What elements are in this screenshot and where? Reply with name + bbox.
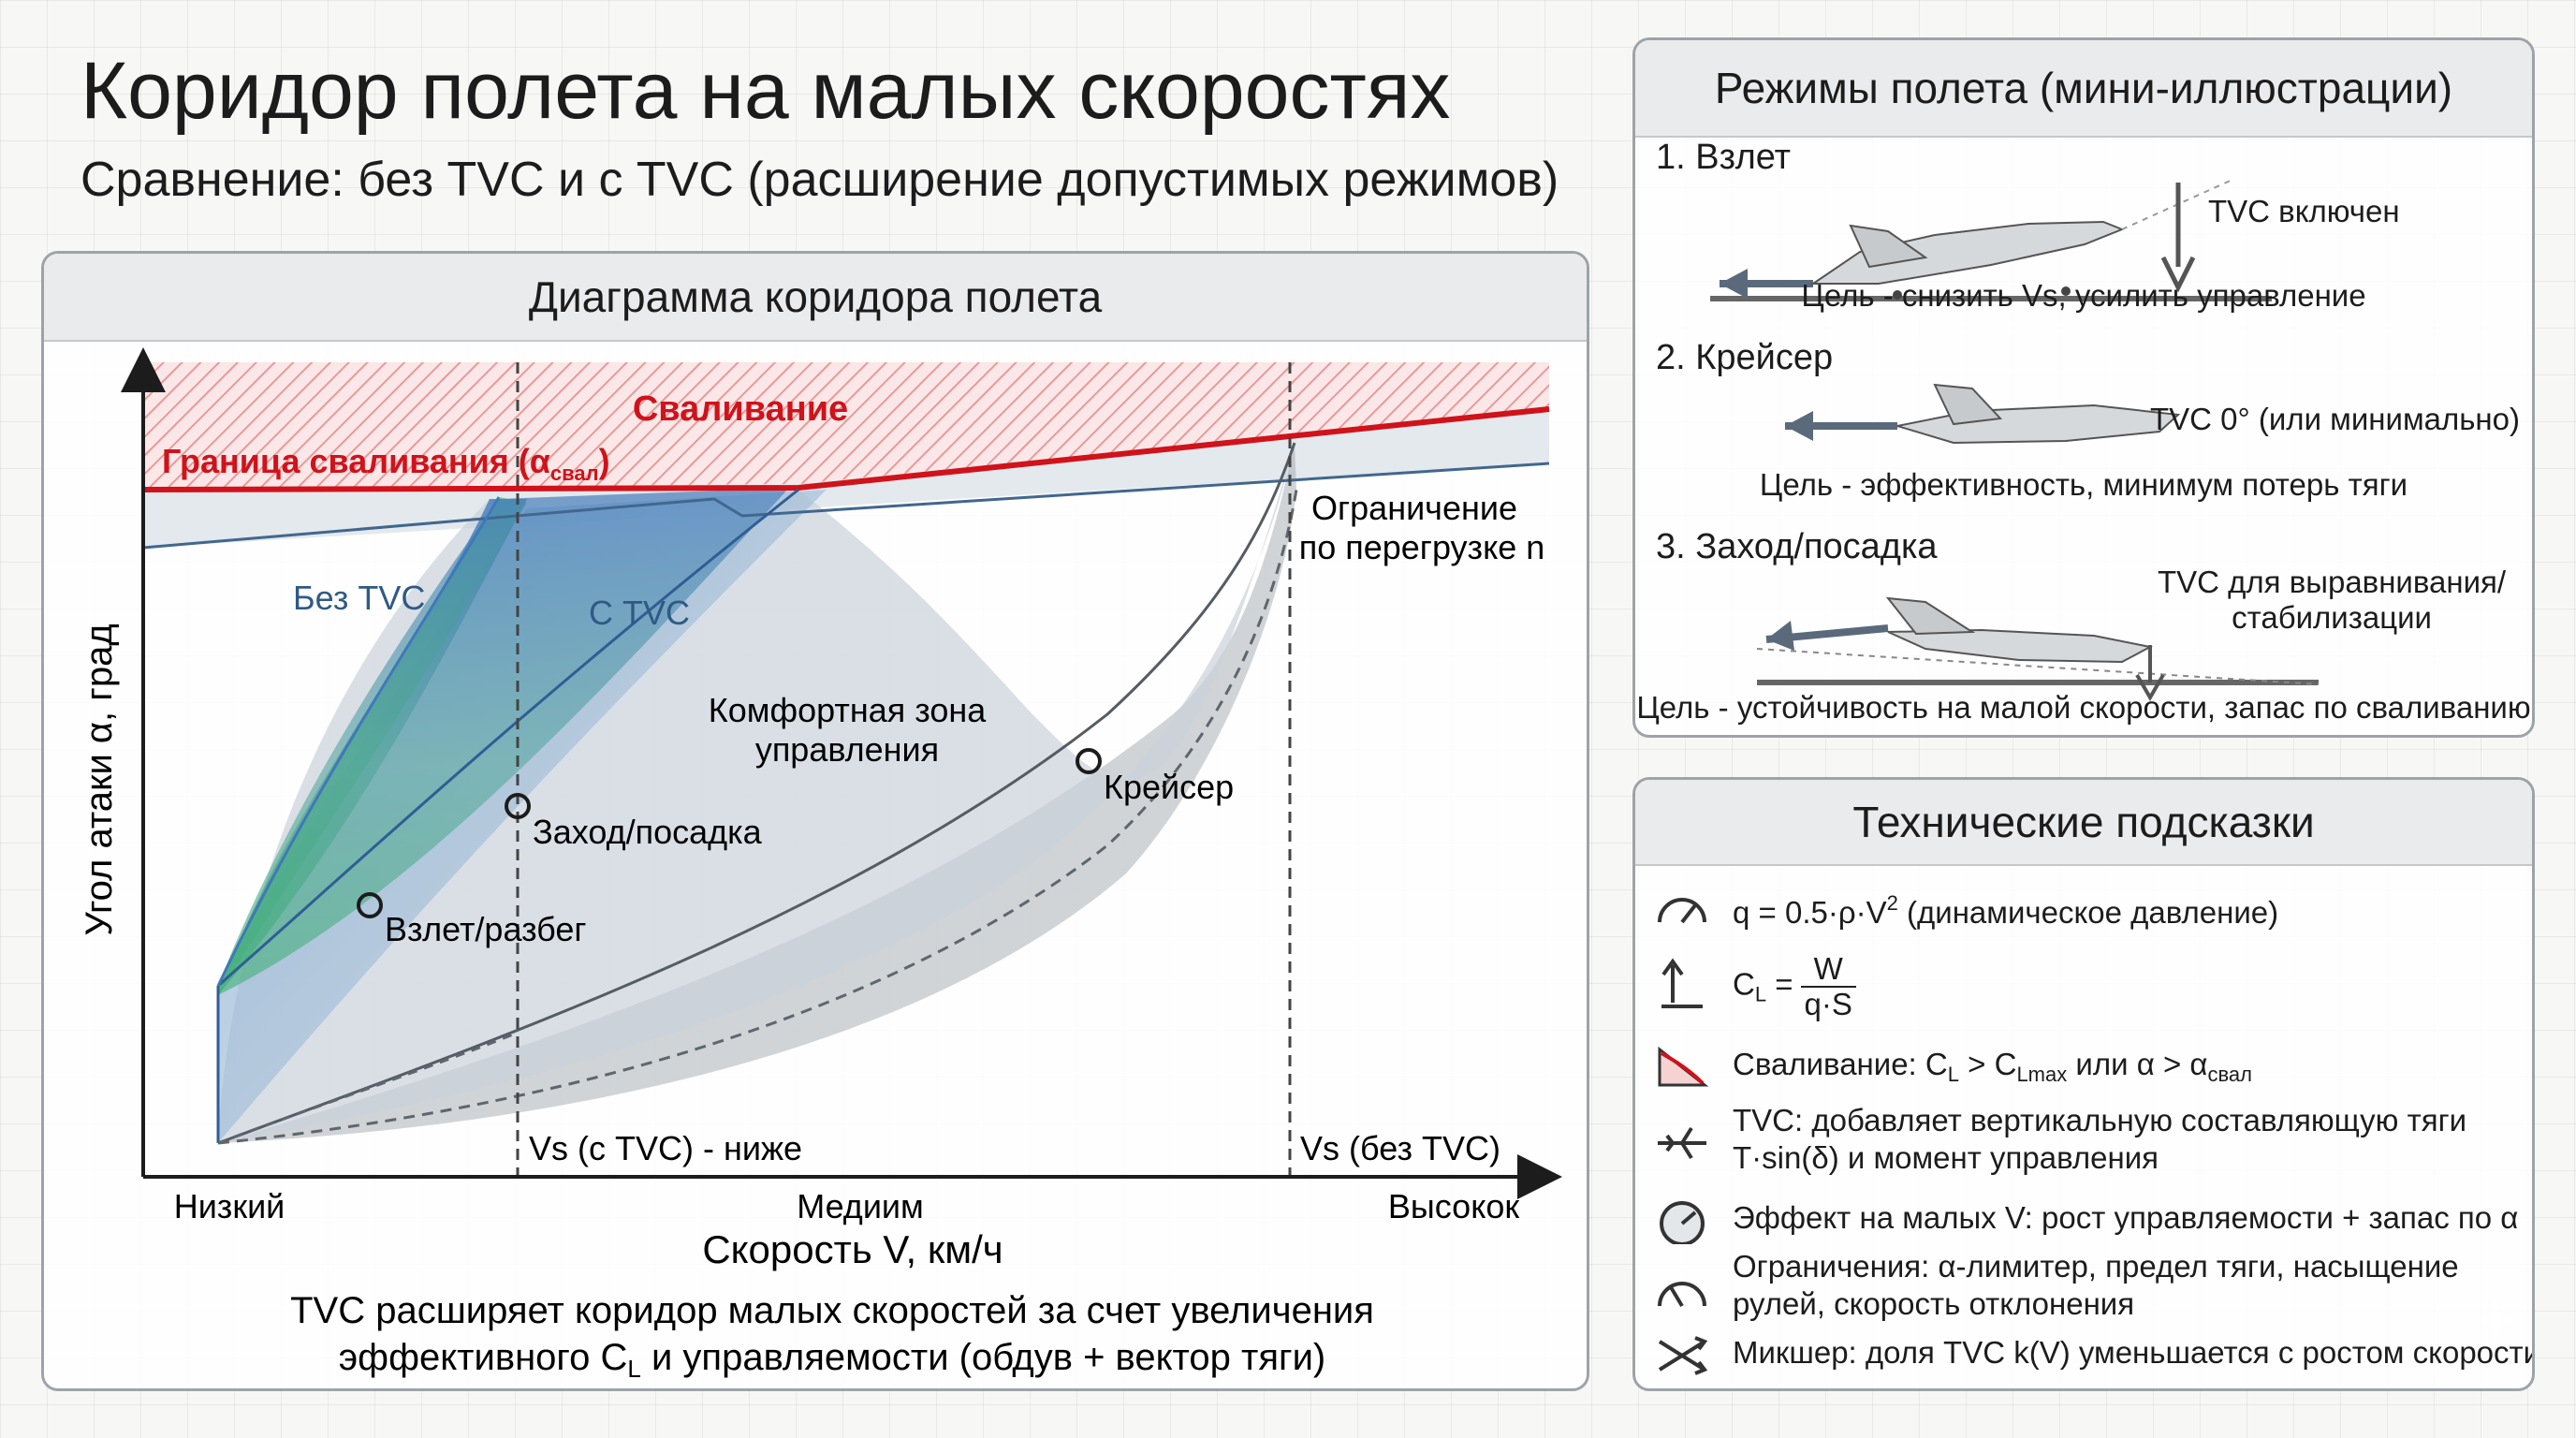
cruise-label: Крейсер — [1104, 768, 1234, 806]
landing-illustration — [1757, 596, 2319, 685]
tips-panel-title: Технические подсказки — [1635, 780, 2532, 866]
mode-cruise-note: TVC 0° (или минимально) — [2150, 402, 2521, 436]
tip-low-speed-effect: Эффект на малых V: рост управляемости + … — [1635, 1192, 2532, 1257]
with-tvc-label: С TVC — [589, 594, 690, 632]
mode-takeoff-title: 1. Взлет — [1656, 138, 1792, 177]
mixer-icon — [1658, 1336, 1708, 1375]
comfort-lower-dashed — [217, 489, 1298, 1145]
mode-cruise-goal: Цель - эффективность, минимум потерь тяг… — [1759, 467, 2408, 502]
comfort-zone-label-2: управления — [755, 730, 939, 769]
without-tvc-label: Без TVC — [293, 579, 425, 617]
mode-takeoff-note: TVC включен — [2208, 194, 2400, 228]
flight-modes-panel: Режимы полета (мини-иллюстрации) 1. Взле… — [1632, 37, 2535, 738]
y-axis-label: Угол атаки α, град — [79, 624, 120, 935]
caption-line-1: TVC расширяет коридор малых скоростей за… — [290, 1290, 1374, 1331]
modes-panel-title: Режимы полета (мини-иллюстрации) — [1635, 40, 2532, 138]
mode-landing-goal: Цель - устойчивость на малой скорости, з… — [1636, 690, 2531, 725]
load-limit-label-1: Ограничение — [1311, 489, 1517, 527]
stall-boundary-label: Граница сваливания (αсвал) — [162, 442, 610, 485]
page-subtitle: Сравнение: без TVC и с TVC (расширение д… — [80, 153, 1559, 207]
arrow-down-icon — [2160, 183, 2196, 293]
tip-mixer: Микшер: доля TVC k(V) уменьшается с рост… — [1635, 1327, 2532, 1388]
point-takeoff — [357, 892, 383, 918]
vs-tvc-label: Vs (с TVC) - ниже — [529, 1129, 802, 1167]
point-cruise — [1076, 748, 1102, 774]
mode-landing-note: TVC для выравнивания/ стабилизации — [2158, 565, 2507, 635]
tip-tvc: TVC: добавляет вертикальную составляющую… — [1635, 1102, 2532, 1181]
tvc-line — [216, 488, 799, 1143]
load-limit-line — [142, 462, 1550, 550]
mode-takeoff-goal: Цель - снизить Vs, усилить управление — [1801, 278, 2366, 313]
gauge-icon — [1658, 898, 1706, 924]
cruise-illustration — [1785, 383, 2181, 445]
blue-green-area — [218, 488, 789, 995]
x-tick-high: Высокок — [1388, 1187, 1519, 1225]
stall-boundary-line — [142, 406, 1550, 492]
sparkle-icon — [2471, 1296, 2520, 1344]
takeoff-label: Взлет/разбег — [385, 910, 587, 948]
load-limit-label-2: по перегрузке n — [1299, 528, 1545, 566]
x-tick-low: Низкий — [174, 1187, 285, 1225]
vs-no-tvc-label: Vs (без TVC) — [1300, 1129, 1500, 1167]
flight-corridor-diagram: Сваливание Граница сваливания (αсвал) Ог… — [79, 347, 1562, 1383]
tip-dynamic-pressure: q = 0.5·ρ·V2 (динамическое давление) — [1635, 877, 2532, 943]
mode-cruise-title: 2. Крейсер — [1656, 338, 1834, 377]
without-tvc-line — [216, 496, 501, 987]
diagram-panel: Диаграмма коридора полета — [41, 251, 1589, 1391]
comfort-upper-line — [217, 442, 1296, 1145]
diagram-panel-title: Диаграмма коридора полета — [44, 254, 1587, 342]
approach-label: Заход/посадка — [533, 813, 763, 851]
stall-zone — [143, 362, 1549, 490]
page-title: Коридор полета на малых скоростях — [80, 46, 1451, 136]
tip-stall: Сваливание: CL > CLmax или α > αсвал — [1635, 1038, 2532, 1104]
technical-tips-panel: Технические подсказки q = 0.5·ρ·V2 (дина… — [1632, 777, 2535, 1391]
x-axis-label: Скорость V, км/ч — [702, 1227, 1003, 1271]
limit-gauge-icon — [1658, 1282, 1706, 1308]
takeoff-illustration — [1710, 179, 2272, 301]
point-approach — [505, 793, 531, 819]
jet-icon — [1658, 1126, 1706, 1160]
speedometer-icon — [1660, 1201, 1705, 1244]
caption-line-2: эффективного CL и управляемости (обдув +… — [339, 1337, 1326, 1383]
tvc-lower-dashed — [217, 1031, 519, 1145]
x-tick-mid: Медиим — [797, 1187, 924, 1225]
comfort-zone-label-1: Комфортная зона — [709, 691, 988, 729]
stall-icon — [1658, 1046, 1709, 1087]
arrow-down-icon — [2135, 645, 2165, 701]
stall-zone-label: Сваливание — [633, 389, 848, 429]
plane-icon — [1887, 628, 2153, 664]
mode-landing-title: 3. Заход/посадка — [1656, 527, 1938, 566]
lift-icon — [1661, 958, 1703, 1008]
plane-icon — [1896, 404, 2181, 445]
tip-limitations: Ограничения: α-лимитер, предел тяги, нас… — [1635, 1248, 2532, 1327]
